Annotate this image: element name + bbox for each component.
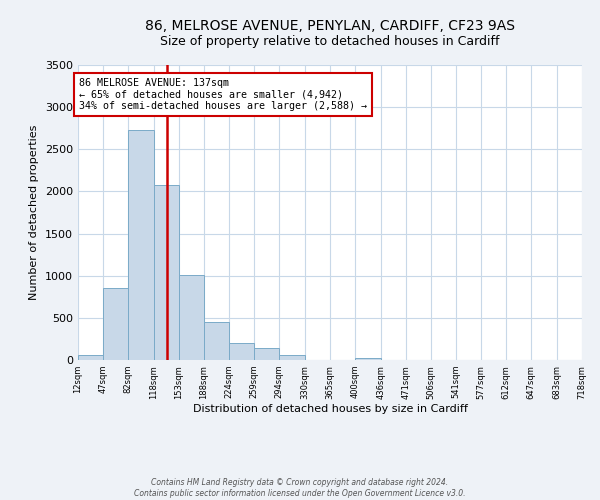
Text: Contains HM Land Registry data © Crown copyright and database right 2024.
Contai: Contains HM Land Registry data © Crown c… (134, 478, 466, 498)
Bar (78, 356, 103, 360)
Bar (280, 356, 305, 360)
Text: Size of property relative to detached houses in Cardiff: Size of property relative to detached ho… (160, 34, 500, 48)
Text: 86, MELROSE AVENUE, PENYLAN, CARDIFF, CF23 9AS: 86, MELROSE AVENUE, PENYLAN, CARDIFF, CF… (145, 18, 515, 32)
Bar (179, 275, 203, 360)
Bar (154, 184, 179, 360)
Bar (128, 130, 154, 360)
Bar (203, 322, 229, 360)
Bar (355, 358, 380, 360)
Bar (254, 348, 280, 360)
Bar (229, 342, 254, 360)
Y-axis label: Number of detached properties: Number of detached properties (29, 125, 40, 300)
Bar (103, 288, 128, 360)
Text: 86 MELROSE AVENUE: 137sqm
← 65% of detached houses are smaller (4,942)
34% of se: 86 MELROSE AVENUE: 137sqm ← 65% of detac… (79, 78, 367, 111)
X-axis label: Distribution of detached houses by size in Cardiff: Distribution of detached houses by size … (193, 404, 467, 414)
